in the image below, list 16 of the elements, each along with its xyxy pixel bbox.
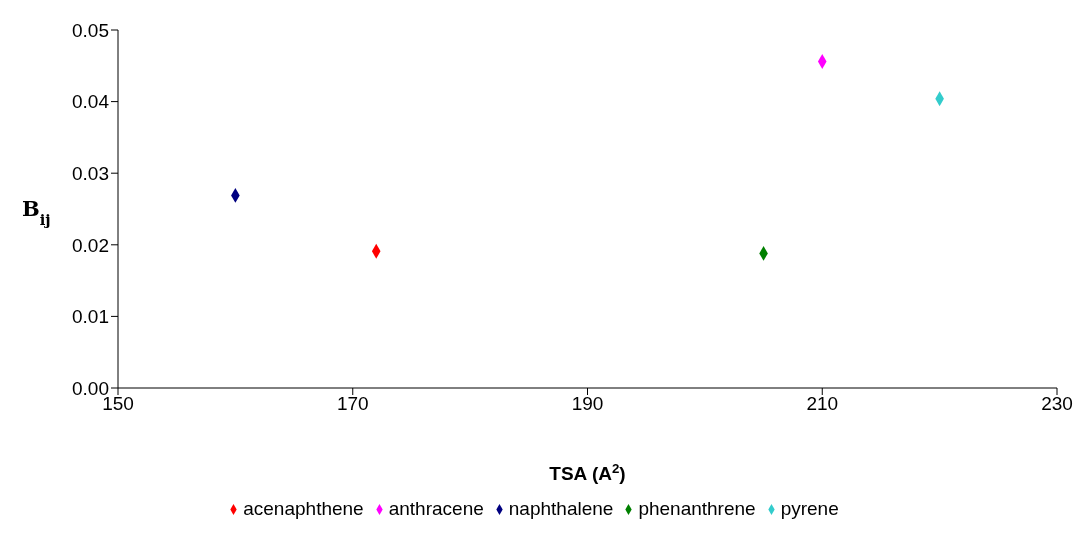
legend-label: anthracene [388, 498, 484, 519]
x-tick-label: 190 [571, 393, 604, 415]
x-tick-label: 230 [1041, 393, 1073, 415]
y-tick-label: 0.03 [72, 162, 109, 184]
legend-label: phenanthrene [638, 498, 756, 519]
x-axis-title: TSA (A$^{2}$) [549, 460, 626, 484]
legend-label: acenaphthene [243, 498, 364, 519]
y-axis-title: B$_{ij}$ [22, 196, 51, 228]
x-tick-label: 210 [806, 393, 839, 415]
y-tick-label: 0.04 [72, 91, 110, 113]
y-tick-label: 0.02 [72, 234, 109, 256]
legend-label: pyrene [780, 498, 839, 519]
y-tick-label: 0.01 [72, 306, 109, 328]
legend-label: naphthalene [508, 498, 614, 519]
y-tick-label: 0.05 [72, 19, 109, 41]
x-tick-label: 170 [336, 393, 369, 415]
